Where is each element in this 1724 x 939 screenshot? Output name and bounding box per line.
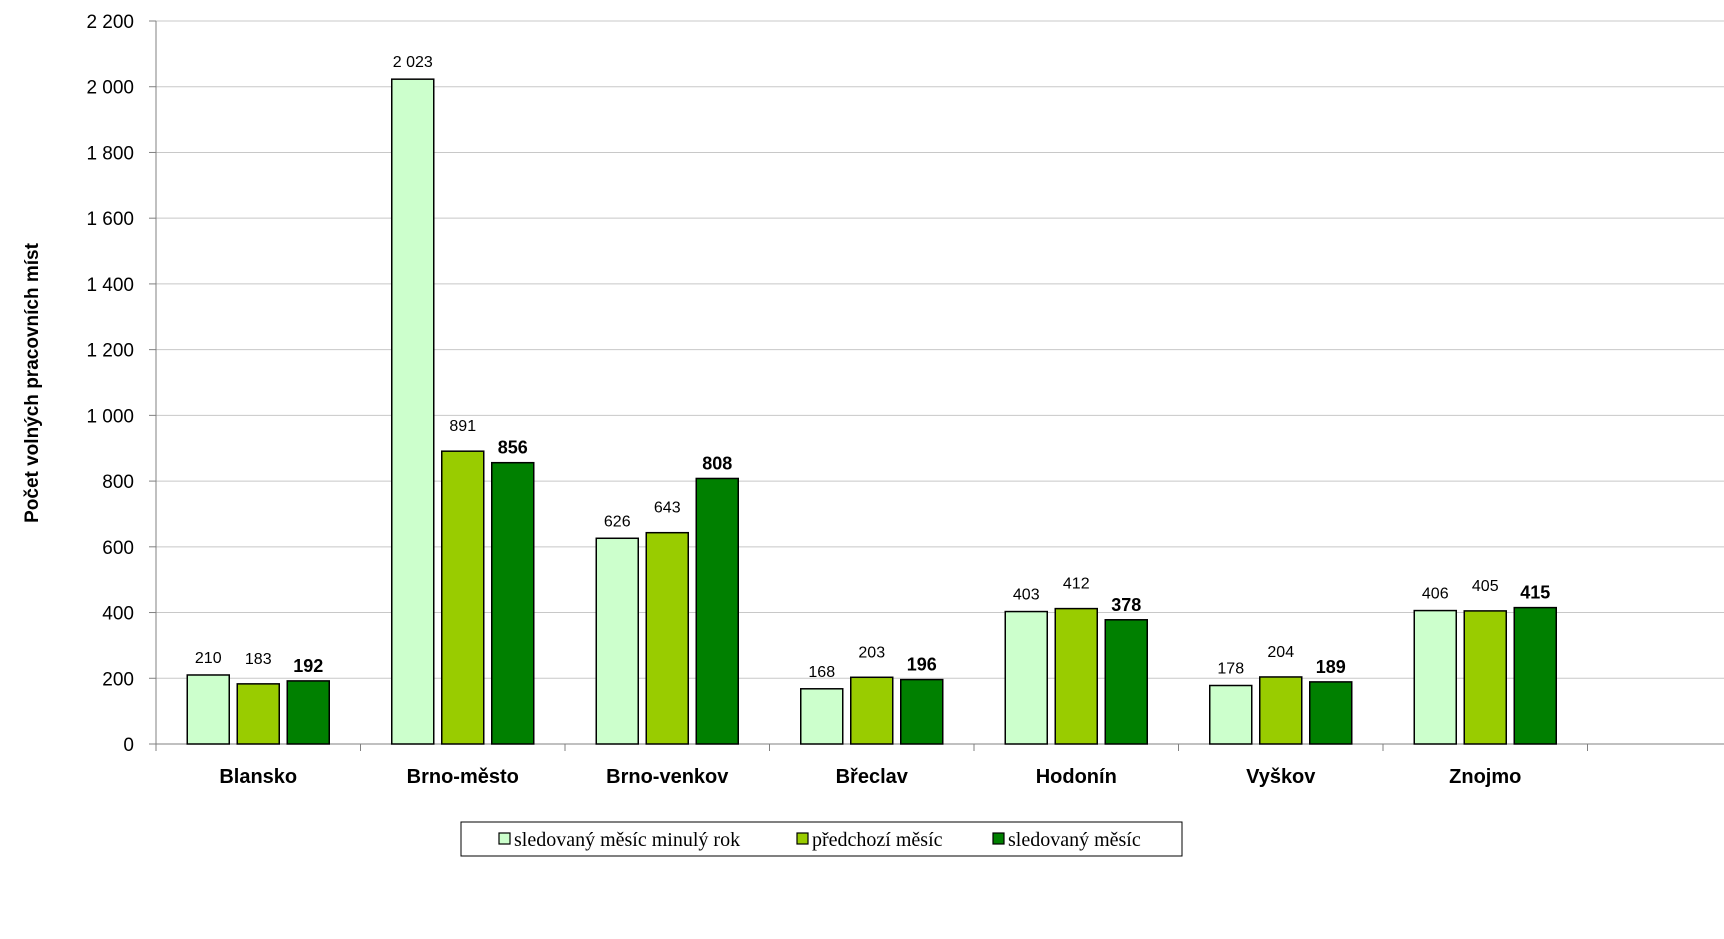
y-tick-label: 1 200 [86,341,134,362]
data-label: 378 [1111,595,1141,615]
data-label: 808 [702,453,732,473]
data-label: 403 [1013,587,1040,604]
data-label: 183 [245,651,272,668]
legend-swatch [797,833,808,844]
y-tick-label: 1 400 [86,275,134,296]
y-tick-label: 800 [102,472,134,493]
x-tick-label: Znojmo [1449,766,1521,788]
x-tick-label: Blansko [219,766,297,788]
data-label: 210 [195,650,222,667]
bar [492,463,534,744]
y-tick-label: 600 [102,538,134,559]
data-label: 891 [449,418,476,435]
x-tick-label: Brno-město [407,766,519,788]
bar [287,681,329,744]
bar [801,689,843,744]
y-tick-label: 400 [102,604,134,625]
legend-label: předchozí měsíc [812,829,943,851]
data-label: 405 [1472,578,1499,595]
y-tick-label: 1 600 [86,209,134,230]
bar [1414,611,1456,744]
data-label: 204 [1267,644,1294,661]
data-label: 643 [654,500,681,517]
data-label: 412 [1063,576,1090,593]
data-label: 189 [1316,657,1346,677]
data-label: 406 [1422,586,1449,603]
data-label: 2 023 [393,54,433,71]
y-tick-label: 1 800 [86,143,134,164]
data-label: 192 [293,656,323,676]
data-label: 415 [1520,583,1550,603]
bar [187,675,229,744]
y-tick-label: 2 000 [86,78,134,99]
data-label: 178 [1217,661,1244,678]
legend-swatch [993,833,1004,844]
legend-swatch [499,833,510,844]
y-tick-label: 200 [102,669,134,690]
bar [237,684,279,744]
data-label: 196 [907,655,937,675]
bar [596,538,638,744]
data-label: 168 [808,664,835,681]
x-tick-label: Brno-venkov [606,766,729,788]
bar [696,478,738,744]
bar [1310,682,1352,744]
data-label: 203 [858,644,885,661]
bar [901,680,943,744]
bar [1260,677,1302,744]
bar [1055,609,1097,744]
bar [646,533,688,744]
x-tick-label: Břeclav [836,766,909,788]
legend-label: sledovaný měsíc [1008,829,1141,851]
bar [1105,620,1147,744]
y-tick-label: 2 200 [86,12,134,33]
data-label: 856 [498,438,528,458]
bar [1514,608,1556,744]
x-tick-label: Hodonín [1036,766,1117,788]
data-label: 626 [604,513,631,530]
bar [392,79,434,744]
bar [1210,686,1252,744]
y-axis-label: Počet volných pracovních míst [22,242,43,522]
x-tick-label: Vyškov [1246,766,1316,788]
y-tick-label: 1 000 [86,406,134,427]
bar [442,451,484,744]
y-tick-label: 0 [123,735,134,756]
bar [1005,612,1047,744]
legend: sledovaný měsíc minulý rok předchozí měsí… [461,822,1182,856]
bar [851,677,893,744]
bar [1464,611,1506,744]
legend-label: sledovaný měsíc minulý rok [514,829,740,851]
